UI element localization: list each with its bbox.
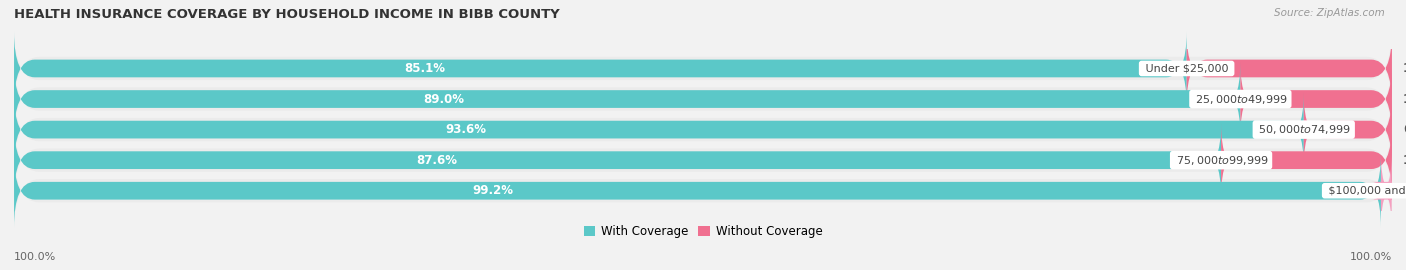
FancyBboxPatch shape: [14, 25, 1392, 112]
FancyBboxPatch shape: [14, 93, 1303, 167]
Text: $50,000 to $74,999: $50,000 to $74,999: [1256, 123, 1353, 136]
Text: 89.0%: 89.0%: [423, 93, 464, 106]
Text: $75,000 to $99,999: $75,000 to $99,999: [1173, 154, 1270, 167]
Text: 12.4%: 12.4%: [1403, 154, 1406, 167]
Text: 14.9%: 14.9%: [1403, 62, 1406, 75]
Text: 99.2%: 99.2%: [472, 184, 513, 197]
FancyBboxPatch shape: [14, 56, 1392, 143]
Text: 93.6%: 93.6%: [444, 123, 486, 136]
FancyBboxPatch shape: [1220, 123, 1392, 197]
FancyBboxPatch shape: [14, 86, 1392, 173]
Text: $25,000 to $49,999: $25,000 to $49,999: [1192, 93, 1289, 106]
Text: 85.1%: 85.1%: [404, 62, 444, 75]
FancyBboxPatch shape: [1187, 32, 1392, 106]
Text: 100.0%: 100.0%: [1350, 252, 1392, 262]
FancyBboxPatch shape: [14, 123, 1220, 197]
Text: 6.4%: 6.4%: [1403, 123, 1406, 136]
Text: HEALTH INSURANCE COVERAGE BY HOUSEHOLD INCOME IN BIBB COUNTY: HEALTH INSURANCE COVERAGE BY HOUSEHOLD I…: [14, 8, 560, 21]
FancyBboxPatch shape: [1240, 62, 1392, 136]
FancyBboxPatch shape: [1371, 154, 1402, 228]
FancyBboxPatch shape: [1303, 93, 1392, 167]
FancyBboxPatch shape: [14, 62, 1240, 136]
Text: $100,000 and over: $100,000 and over: [1324, 186, 1406, 196]
Text: 100.0%: 100.0%: [14, 252, 56, 262]
FancyBboxPatch shape: [14, 32, 1187, 106]
Legend: With Coverage, Without Coverage: With Coverage, Without Coverage: [581, 222, 825, 240]
FancyBboxPatch shape: [14, 147, 1392, 234]
Text: 11.0%: 11.0%: [1403, 93, 1406, 106]
Text: Under $25,000: Under $25,000: [1142, 63, 1232, 73]
Text: 0.78%: 0.78%: [1403, 184, 1406, 197]
Text: Source: ZipAtlas.com: Source: ZipAtlas.com: [1274, 8, 1385, 18]
FancyBboxPatch shape: [14, 117, 1392, 204]
Text: 87.6%: 87.6%: [416, 154, 457, 167]
FancyBboxPatch shape: [14, 154, 1381, 228]
